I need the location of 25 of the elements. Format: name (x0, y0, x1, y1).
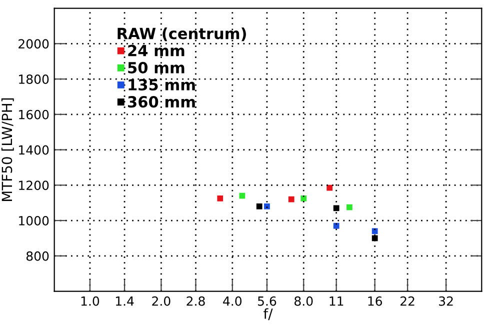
y-tick-label: 1600 (19, 110, 49, 120)
x-tick-label: 22 (400, 296, 414, 306)
x-tick-label: 1.0 (81, 296, 100, 306)
y-tick-label: 800 (26, 251, 49, 261)
legend-title: RAW (centrum) (118, 27, 246, 42)
y-tick-label: 1000 (19, 216, 49, 226)
legend-label: 360 mm (128, 96, 195, 108)
x-tick-label: 5.6 (258, 296, 276, 306)
x-tick-label: 8.0 (294, 296, 313, 306)
x-tick-label: 4.0 (223, 296, 242, 306)
x-tick-label: 2.0 (152, 296, 170, 306)
x-tick-label: 32 (439, 296, 453, 306)
y-axis-title: MTF50 [LW/PH] (1, 98, 14, 201)
y-tick-label: 1400 (19, 145, 49, 155)
x-tick-label: 11 (330, 296, 344, 306)
x-tick-label: 1.4 (116, 296, 134, 306)
y-tick-label: 1200 (19, 180, 49, 190)
x-tick-label: 2.8 (186, 296, 205, 306)
legend-label: 135 mm (128, 78, 195, 91)
y-tick-label: 1800 (19, 74, 49, 84)
y-tick-label: 2000 (18, 39, 49, 49)
x-tick-label: 16 (368, 296, 382, 306)
x-axis-title: f/ (264, 308, 273, 320)
legend-label: 24 mm (128, 44, 184, 56)
legend-label: 50 mm (128, 62, 184, 74)
